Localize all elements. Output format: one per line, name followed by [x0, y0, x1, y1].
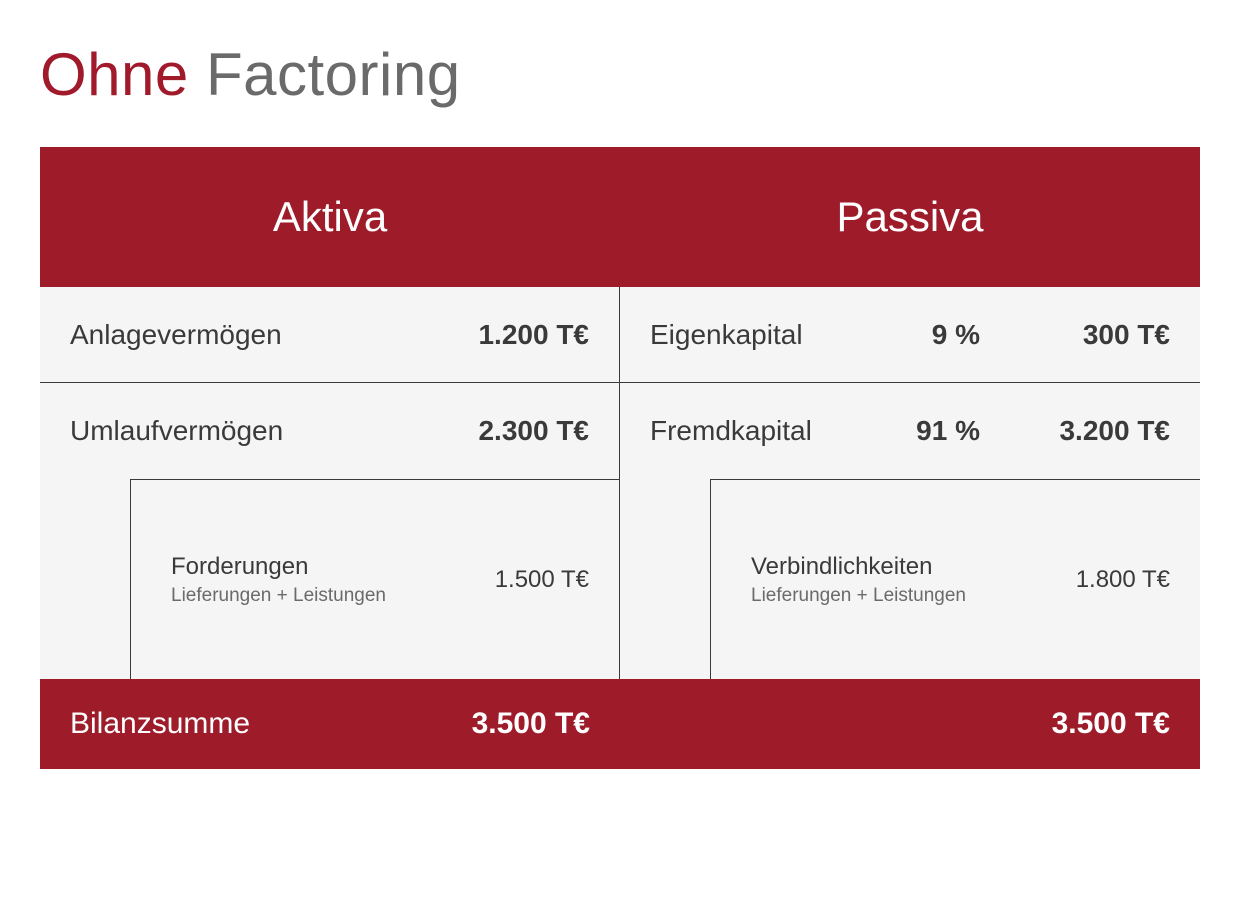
- footer-right-value: 3.500 T€: [1052, 707, 1170, 741]
- aktiva-column: Anlagevermögen 1.200 T€ Umlaufvermögen 2…: [40, 287, 620, 679]
- sub-sublabel: Lieferungen + Leistungen: [751, 585, 1000, 607]
- footer-label: Bilanzsumme: [70, 707, 472, 741]
- passiva-sub-wrap: Verbindlichkeiten Lieferungen + Leistung…: [620, 479, 1200, 679]
- header-aktiva: Aktiva: [40, 193, 620, 241]
- row-pct: 9 %: [870, 319, 980, 351]
- sub-labels: Forderungen Lieferungen + Leistungen: [171, 553, 419, 607]
- page: Ohne Factoring Aktiva Passiva Anlageverm…: [0, 0, 1240, 769]
- sub-value: 1.500 T€: [419, 566, 589, 594]
- aktiva-row-anlagevermoegen: Anlagevermögen 1.200 T€: [40, 287, 619, 383]
- balance-sheet: Aktiva Passiva Anlagevermögen 1.200 T€ U…: [40, 147, 1200, 769]
- title-rest: Factoring: [189, 41, 461, 108]
- footer-right: 3.500 T€: [620, 707, 1200, 741]
- sheet-footer: Bilanzsumme 3.500 T€ 3.500 T€: [40, 679, 1200, 769]
- footer-spacer: [650, 707, 1052, 741]
- sub-label: Verbindlichkeiten: [751, 553, 1000, 581]
- sub-labels: Verbindlichkeiten Lieferungen + Leistung…: [751, 553, 1000, 607]
- row-label: Eigenkapital: [650, 319, 870, 351]
- sheet-header: Aktiva Passiva: [40, 147, 1200, 287]
- aktiva-sub-forderungen: Forderungen Lieferungen + Leistungen 1.5…: [130, 479, 619, 679]
- row-label: Anlagevermögen: [70, 319, 399, 351]
- passiva-row-fremdkapital: Fremdkapital 91 % 3.200 T€: [620, 383, 1200, 479]
- page-title: Ohne Factoring: [40, 40, 1200, 109]
- footer-left: Bilanzsumme 3.500 T€: [40, 707, 620, 741]
- header-passiva: Passiva: [620, 193, 1200, 241]
- footer-left-value: 3.500 T€: [472, 707, 590, 741]
- row-value: 1.200 T€: [399, 319, 589, 351]
- aktiva-sub-wrap: Forderungen Lieferungen + Leistungen 1.5…: [40, 479, 619, 679]
- passiva-column: Eigenkapital 9 % 300 T€ Fremdkapital 91 …: [620, 287, 1200, 679]
- sub-value: 1.800 T€: [1000, 566, 1170, 594]
- sub-label: Forderungen: [171, 553, 419, 581]
- row-pct: 91 %: [870, 415, 980, 447]
- row-label: Umlaufvermögen: [70, 415, 399, 447]
- row-value: 300 T€: [980, 319, 1170, 351]
- row-value: 3.200 T€: [980, 415, 1170, 447]
- aktiva-row-umlaufvermoegen: Umlaufvermögen 2.300 T€: [40, 383, 619, 479]
- passiva-sub-verbindlichkeiten: Verbindlichkeiten Lieferungen + Leistung…: [710, 479, 1200, 679]
- row-label: Fremdkapital: [650, 415, 870, 447]
- passiva-row-eigenkapital: Eigenkapital 9 % 300 T€: [620, 287, 1200, 383]
- sub-sublabel: Lieferungen + Leistungen: [171, 585, 419, 607]
- title-accent: Ohne: [40, 41, 189, 108]
- sheet-body: Anlagevermögen 1.200 T€ Umlaufvermögen 2…: [40, 287, 1200, 679]
- row-value: 2.300 T€: [399, 415, 589, 447]
